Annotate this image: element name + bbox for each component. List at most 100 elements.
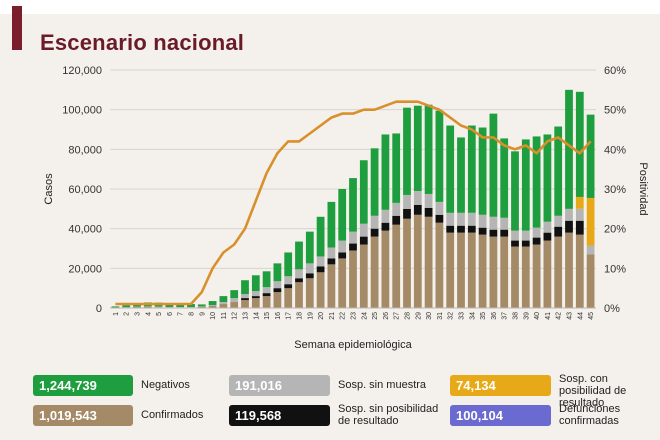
bar-segment bbox=[143, 306, 152, 308]
legend-badge-defunciones: 100,104 bbox=[450, 405, 551, 426]
x-tick-label: 39 bbox=[523, 312, 530, 320]
x-tick-label: 3 bbox=[135, 312, 142, 316]
bar-segment bbox=[316, 216, 325, 257]
bar-segment bbox=[122, 305, 131, 308]
y-tick-label: 120,000 bbox=[62, 65, 102, 77]
bar-segment bbox=[457, 137, 465, 213]
bar-segment bbox=[489, 236, 498, 308]
bar-segment bbox=[457, 212, 465, 226]
bar-segment bbox=[370, 148, 379, 216]
bar-segment bbox=[586, 245, 595, 255]
x-tick-label: 38 bbox=[513, 312, 520, 320]
x-tick-label: 27 bbox=[394, 312, 401, 320]
bar-segment bbox=[467, 212, 476, 226]
bar-segment bbox=[565, 89, 573, 209]
bar-segment bbox=[327, 247, 336, 259]
bar-segment bbox=[241, 294, 249, 299]
x-tick-label: 44 bbox=[577, 312, 584, 320]
bar-segment bbox=[392, 202, 401, 216]
x-tick-label: 1 bbox=[113, 312, 120, 316]
legend-badge-sin-muestra: 191,016 bbox=[229, 375, 330, 396]
bar-segment bbox=[305, 263, 314, 274]
bar-segment bbox=[381, 222, 390, 231]
bar-segment bbox=[305, 278, 314, 308]
bar-segment bbox=[284, 288, 293, 308]
x-tick-label: 40 bbox=[534, 312, 541, 320]
x-tick-label: 8 bbox=[189, 312, 196, 316]
x-axis-title: Semana epidemiológica bbox=[294, 339, 412, 351]
x-tick-label: 19 bbox=[307, 312, 314, 320]
bar-segment bbox=[230, 290, 239, 299]
stacked-bar-chart: 0 20,000 40,000 60,000 80,000 100,000 120,000 0… bbox=[43, 65, 649, 351]
bar-segment bbox=[575, 196, 584, 209]
x-tick-label: 20 bbox=[318, 312, 325, 320]
x-tick-label: 2 bbox=[124, 312, 131, 316]
x-tick-label: 25 bbox=[372, 312, 379, 320]
bar-segment bbox=[392, 215, 401, 225]
bar-segment bbox=[532, 136, 541, 228]
legend-label-con-posibilidad: Sosp. con posibilidad de resultado bbox=[559, 373, 627, 409]
bar-segment bbox=[467, 232, 476, 308]
x-tick-label: 21 bbox=[329, 312, 336, 320]
x-tick-label: 7 bbox=[178, 312, 185, 316]
bar-segment bbox=[187, 304, 195, 308]
bar-segment bbox=[295, 241, 303, 270]
x-tick-label: 23 bbox=[351, 312, 358, 320]
bar-segment bbox=[413, 190, 422, 205]
bar-segment bbox=[349, 243, 357, 251]
x-tick-label: 12 bbox=[232, 312, 239, 320]
bar-segment bbox=[554, 236, 563, 308]
bar-segment bbox=[359, 160, 368, 224]
bar-segment bbox=[208, 306, 217, 308]
x-tick-label: 32 bbox=[448, 312, 455, 320]
bar-segment bbox=[446, 212, 455, 226]
x-tick-label: 26 bbox=[383, 312, 390, 320]
x-tick-label: 6 bbox=[167, 312, 174, 316]
bar-segment bbox=[543, 240, 552, 308]
bar-segment bbox=[359, 223, 368, 237]
x-tick-label: 43 bbox=[567, 312, 574, 320]
bar-segment bbox=[262, 287, 271, 294]
bar-segment bbox=[295, 278, 303, 283]
bar-segment bbox=[586, 197, 595, 246]
bar-segment bbox=[262, 296, 271, 308]
x-tick-label: 16 bbox=[275, 312, 282, 320]
legend-badge-negativos: 1,244,739 bbox=[33, 375, 133, 396]
bar-segment bbox=[435, 214, 444, 223]
x-tick-label: 29 bbox=[415, 312, 422, 320]
bar-segment bbox=[511, 246, 519, 308]
bar-segment bbox=[467, 225, 476, 233]
bar-segment bbox=[457, 232, 465, 308]
bar-segment bbox=[349, 231, 357, 244]
bar-segment bbox=[478, 214, 487, 228]
x-tick-label: 15 bbox=[264, 312, 271, 320]
bar-segment bbox=[273, 263, 282, 282]
bar-segment bbox=[424, 104, 433, 194]
bar-segment bbox=[511, 151, 519, 231]
legend-label-confirmados: Confirmados bbox=[141, 409, 204, 421]
bar-segment bbox=[586, 114, 595, 198]
bar-segment bbox=[370, 215, 379, 229]
bar-segment bbox=[208, 305, 217, 307]
bar-segment bbox=[575, 208, 584, 221]
bar-segment bbox=[338, 252, 347, 259]
bar-segment bbox=[219, 296, 228, 303]
legend-badge-confirmados: 1,019,543 bbox=[33, 405, 133, 426]
bar-segment bbox=[575, 91, 584, 197]
y2-tick-label: 40% bbox=[604, 144, 626, 156]
bar-segment bbox=[500, 217, 509, 230]
legend-label-sin-muestra: Sosp. sin muestra bbox=[338, 379, 427, 391]
positividad-line bbox=[115, 100, 592, 306]
y-tick-label: 20,000 bbox=[68, 263, 102, 275]
y-tick-label: 60,000 bbox=[68, 184, 102, 196]
bar-segment bbox=[478, 227, 487, 235]
bar-segment bbox=[262, 293, 271, 297]
bar-segment bbox=[251, 296, 260, 299]
y2-tick-label: 30% bbox=[604, 184, 626, 196]
bar-segment bbox=[413, 214, 422, 308]
bar-segment bbox=[219, 302, 228, 305]
bar-segment bbox=[543, 134, 552, 222]
bar-segment bbox=[381, 230, 390, 308]
bar-segment bbox=[565, 208, 573, 221]
bar-segment bbox=[284, 276, 293, 285]
